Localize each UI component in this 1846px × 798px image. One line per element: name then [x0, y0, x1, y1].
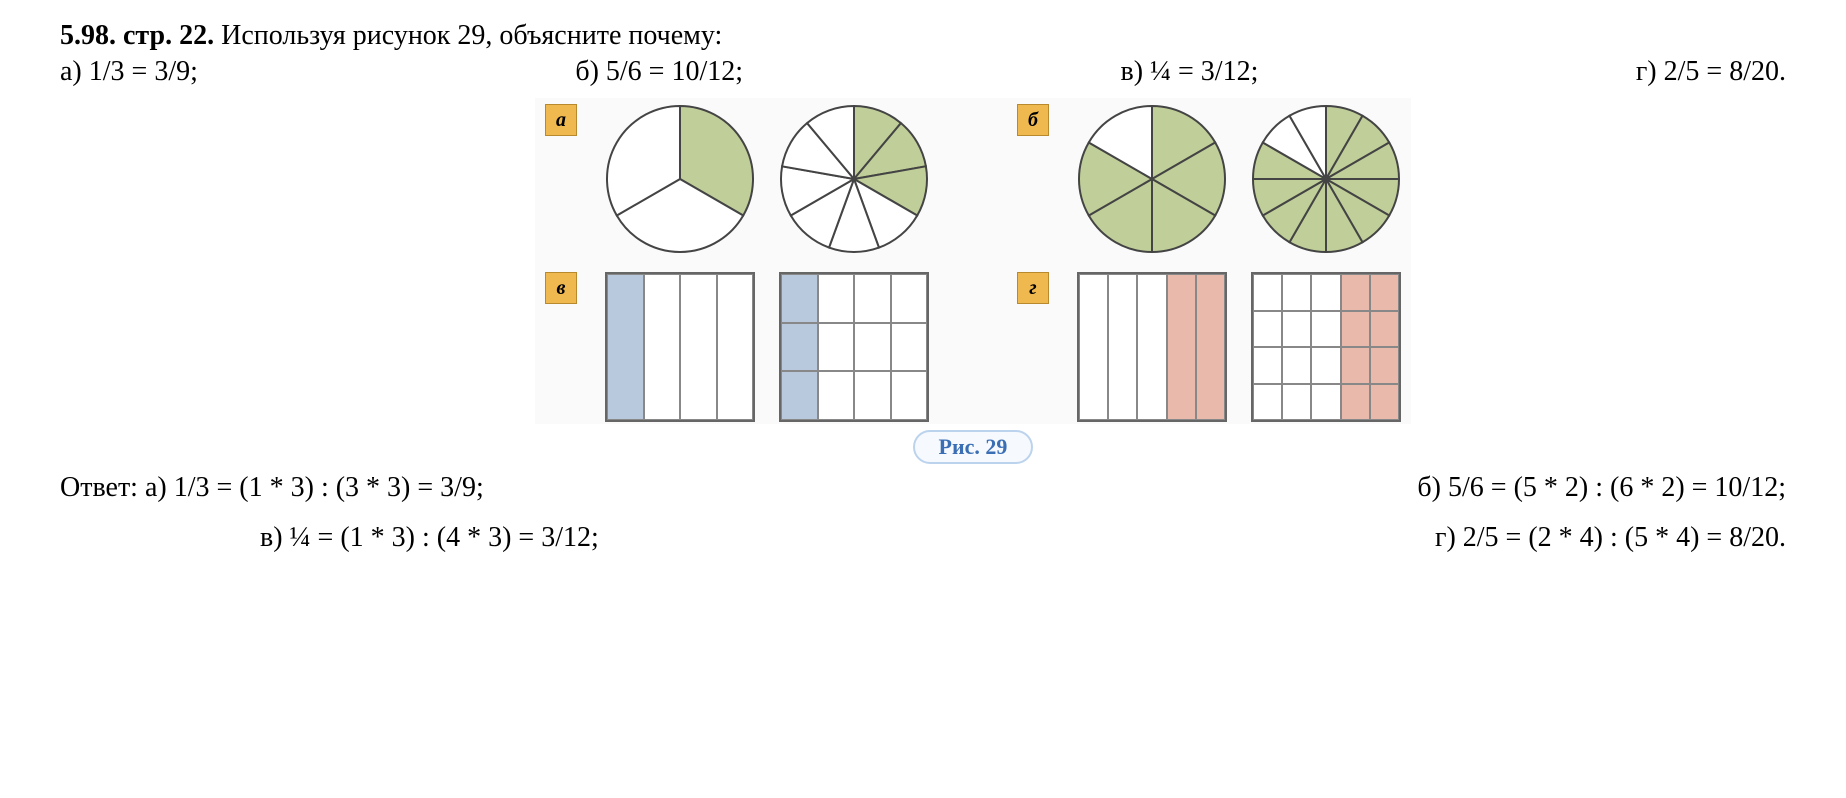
answer-row-1: Ответ: а) 1/3 = (1 * 3) : (3 * 3) = 3/9;…: [60, 472, 1786, 504]
square-v1: [605, 272, 755, 422]
pie-b1: [1077, 104, 1227, 254]
pie-a1: [605, 104, 755, 254]
problem-b: б) 5/6 = 10/12;: [575, 56, 743, 88]
badge-g: г: [1017, 272, 1049, 304]
answer-g: г) 2/5 = (2 * 4) : (5 * 4) = 8/20.: [1435, 522, 1786, 554]
answer-v: в) ¼ = (1 * 3) : (4 * 3) = 3/12;: [260, 522, 599, 554]
figure-row-squares: в г: [545, 272, 1401, 422]
square-g1: [1077, 272, 1227, 422]
badge-a: а: [545, 104, 577, 136]
pair-g: г: [1017, 272, 1401, 422]
badge-v: в: [545, 272, 577, 304]
badge-b: б: [1017, 104, 1049, 136]
figure-caption: Рис. 29: [913, 430, 1034, 464]
pie-b2: [1251, 104, 1401, 254]
square-g2: [1251, 272, 1401, 422]
answer-label: Ответ:: [60, 472, 138, 503]
problem-header: 5.98. стр. 22. Используя рисунок 29, объ…: [60, 20, 1786, 52]
problem-a: а) 1/3 = 3/9;: [60, 56, 198, 88]
answer-row-2: в) ¼ = (1 * 3) : (4 * 3) = 3/12; г) 2/5 …: [60, 522, 1786, 554]
problem-g: г) 2/5 = 8/20.: [1636, 56, 1786, 88]
answer-b: б) 5/6 = (5 * 2) : (6 * 2) = 10/12;: [1417, 472, 1786, 504]
pair-b: б: [1017, 104, 1401, 254]
square-v2: [779, 272, 929, 422]
answer-a: Ответ: а) 1/3 = (1 * 3) : (3 * 3) = 3/9;: [60, 472, 484, 504]
figure-29: а б в г Рис. 29: [160, 98, 1786, 464]
problem-page: стр. 22.: [123, 20, 214, 51]
pair-v: в: [545, 272, 929, 422]
pie-a2: [779, 104, 929, 254]
pair-a: а: [545, 104, 929, 254]
problem-number: 5.98.: [60, 20, 116, 51]
answer-a-text: а) 1/3 = (1 * 3) : (3 * 3) = 3/9;: [145, 472, 484, 503]
problem-v: в) ¼ = 3/12;: [1120, 56, 1258, 88]
problem-items: а) 1/3 = 3/9; б) 5/6 = 10/12; в) ¼ = 3/1…: [60, 56, 1786, 88]
figure-row-circles: а б: [545, 104, 1401, 254]
problem-text: Используя рисунок 29, объясните почему:: [221, 20, 722, 51]
